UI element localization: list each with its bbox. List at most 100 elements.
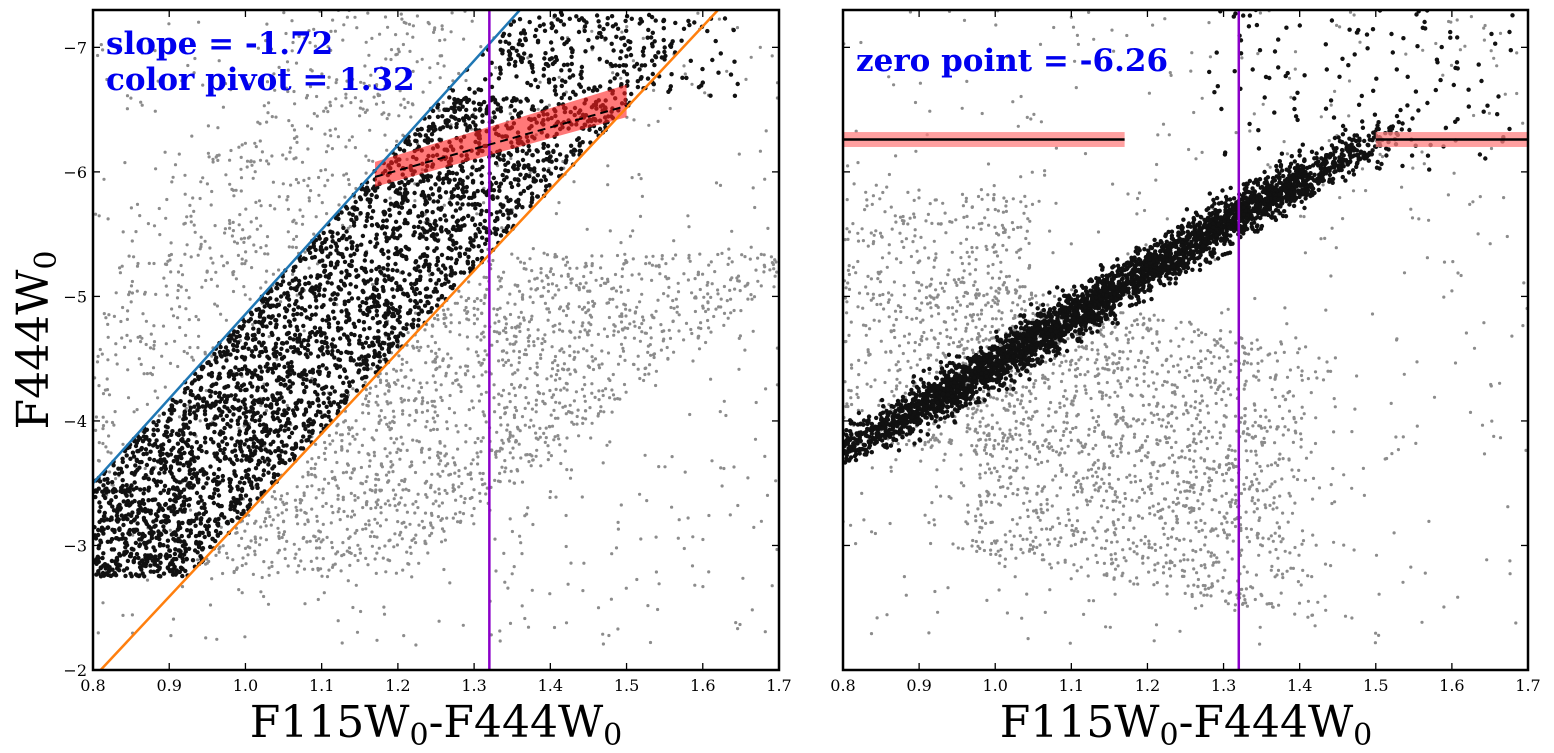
gray-point xyxy=(356,543,360,547)
gray-point xyxy=(367,519,371,523)
gray-point xyxy=(341,495,345,499)
gray-point xyxy=(431,404,435,408)
gray-point xyxy=(107,313,111,317)
black-point xyxy=(161,571,167,576)
gray-point xyxy=(457,321,462,325)
black-point xyxy=(260,332,266,338)
gray-point xyxy=(232,569,236,574)
black-point xyxy=(532,169,537,174)
gray-point xyxy=(551,393,556,397)
black-point xyxy=(638,76,643,81)
black-point xyxy=(475,256,480,262)
gray-point xyxy=(228,221,232,226)
black-point xyxy=(375,241,380,246)
gray-point xyxy=(527,460,531,464)
gray-point xyxy=(322,109,326,113)
gray-point xyxy=(573,336,577,340)
gray-point xyxy=(398,89,402,93)
black-point xyxy=(161,488,167,493)
gray-point xyxy=(632,336,637,340)
gray-point xyxy=(591,367,596,372)
black-point xyxy=(361,310,366,316)
gray-point xyxy=(245,165,249,169)
gray-point xyxy=(147,39,151,43)
black-point xyxy=(338,336,343,341)
black-point xyxy=(368,277,373,282)
gray-point xyxy=(319,169,323,173)
gray-point xyxy=(597,363,601,367)
gray-point xyxy=(366,11,370,15)
gray-point xyxy=(356,558,360,563)
black-point xyxy=(320,317,325,323)
gray-point xyxy=(549,267,553,271)
gray-point xyxy=(666,357,670,361)
black-point xyxy=(429,132,435,137)
gray-point xyxy=(503,470,507,474)
gray-point xyxy=(206,124,210,128)
gray-point xyxy=(98,347,102,352)
gray-point xyxy=(239,176,244,180)
gray-point xyxy=(364,394,369,398)
black-point xyxy=(388,201,394,206)
black-point xyxy=(452,109,457,115)
black-point xyxy=(277,418,282,424)
gray-point xyxy=(118,271,122,275)
black-point xyxy=(384,235,389,240)
gray-point xyxy=(421,90,425,94)
black-point xyxy=(147,456,152,462)
black-point xyxy=(434,281,439,286)
gray-point xyxy=(341,38,345,42)
gray-point xyxy=(646,350,650,354)
gray-point xyxy=(472,488,476,492)
black-point xyxy=(246,444,251,450)
black-point xyxy=(268,442,273,447)
black-point xyxy=(370,209,376,214)
gray-point xyxy=(768,268,772,272)
gray-point xyxy=(315,556,319,560)
gray-point xyxy=(102,312,106,316)
black-point xyxy=(197,540,202,545)
gray-point xyxy=(447,364,451,368)
gray-point xyxy=(429,521,433,525)
black-point xyxy=(239,475,245,481)
gray-point xyxy=(468,472,472,477)
black-point xyxy=(461,190,466,195)
gray-point xyxy=(480,477,484,481)
gray-point xyxy=(425,479,429,483)
gray-point xyxy=(600,362,604,366)
gray-point xyxy=(389,48,394,52)
gray-point xyxy=(240,143,244,147)
gray-point xyxy=(231,229,235,233)
gray-point xyxy=(431,374,435,378)
black-point xyxy=(180,556,185,561)
black-point xyxy=(383,278,388,284)
gray-point xyxy=(425,495,429,499)
gray-point xyxy=(580,387,585,391)
gray-point xyxy=(485,486,489,490)
black-point xyxy=(506,198,511,204)
black-point xyxy=(204,450,209,455)
gray-point xyxy=(560,347,564,351)
black-point xyxy=(98,479,103,484)
black-point xyxy=(541,73,546,78)
gray-point xyxy=(446,307,450,311)
gray-point xyxy=(602,281,607,285)
gray-point xyxy=(363,380,367,384)
gray-point xyxy=(137,357,141,361)
gray-point xyxy=(526,56,530,60)
gray-point xyxy=(367,84,371,88)
black-point xyxy=(541,66,547,72)
gray-point xyxy=(369,367,373,371)
gray-point xyxy=(554,212,559,216)
black-point xyxy=(650,30,655,35)
gray-point xyxy=(323,440,327,445)
gray-point xyxy=(401,409,405,413)
gray-point xyxy=(573,355,577,360)
gray-point xyxy=(450,11,454,15)
gray-point xyxy=(345,79,349,83)
gray-point xyxy=(407,488,411,493)
gray-point xyxy=(294,156,298,160)
gray-point xyxy=(248,297,252,301)
black-point xyxy=(146,498,151,503)
gray-point xyxy=(475,297,479,301)
